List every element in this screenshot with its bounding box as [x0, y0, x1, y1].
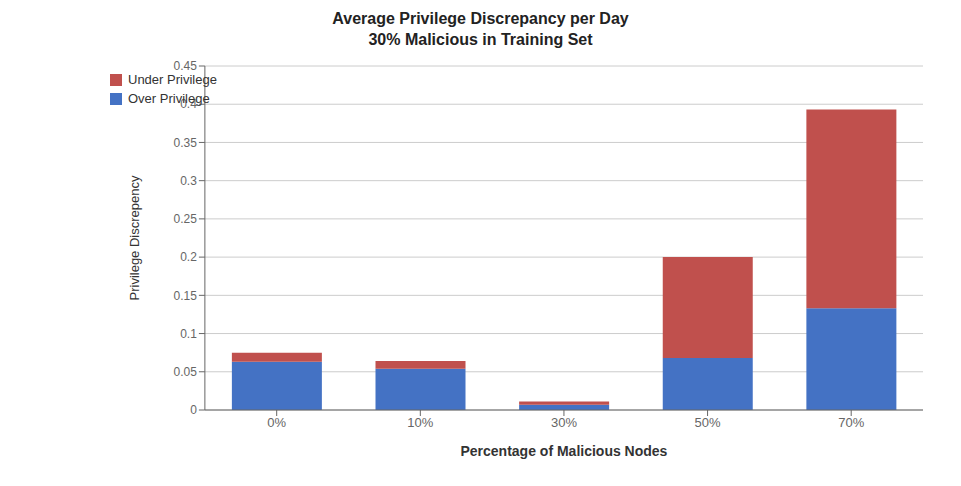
svg-text:0.15: 0.15 [174, 289, 198, 303]
svg-text:Privilege Discrepency: Privilege Discrepency [127, 175, 142, 300]
svg-text:0.45: 0.45 [174, 59, 198, 73]
svg-text:0.3: 0.3 [180, 174, 197, 188]
svg-text:70%: 70% [838, 415, 864, 430]
svg-text:0.2: 0.2 [180, 250, 197, 264]
svg-text:30%: 30% [551, 415, 577, 430]
svg-text:10%: 10% [407, 415, 433, 430]
svg-text:Percentage of Malicious Nodes: Percentage of Malicious Nodes [460, 443, 667, 459]
svg-text:0.4: 0.4 [180, 97, 197, 111]
svg-text:0%: 0% [267, 415, 286, 430]
svg-text:0.05: 0.05 [174, 365, 198, 379]
svg-text:50%: 50% [695, 415, 721, 430]
svg-text:0.1: 0.1 [180, 327, 197, 341]
svg-text:0: 0 [190, 403, 197, 417]
svg-text:0.35: 0.35 [174, 136, 198, 150]
svg-text:0.25: 0.25 [174, 212, 198, 226]
